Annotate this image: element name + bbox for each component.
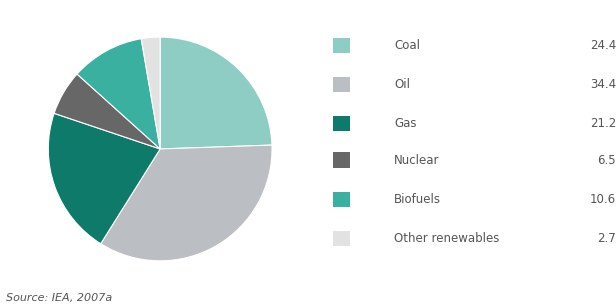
FancyBboxPatch shape [333, 116, 350, 131]
Text: Source: IEA, 2007a: Source: IEA, 2007a [6, 293, 112, 303]
Wedge shape [48, 113, 160, 244]
Text: 2.7: 2.7 [598, 232, 616, 245]
Wedge shape [141, 37, 160, 149]
Text: Other renewables: Other renewables [394, 232, 500, 245]
Text: Gas: Gas [394, 117, 417, 130]
Text: 24.4: 24.4 [590, 39, 616, 52]
Wedge shape [100, 145, 272, 261]
Text: Biofuels: Biofuels [394, 193, 441, 206]
FancyBboxPatch shape [333, 231, 350, 246]
Text: Nuclear: Nuclear [394, 154, 440, 167]
FancyBboxPatch shape [333, 38, 350, 53]
FancyBboxPatch shape [333, 153, 350, 168]
FancyBboxPatch shape [333, 192, 350, 207]
Text: Coal: Coal [394, 39, 420, 52]
Wedge shape [77, 39, 160, 149]
Text: 21.2: 21.2 [590, 117, 616, 130]
FancyBboxPatch shape [333, 77, 350, 92]
Wedge shape [54, 74, 160, 149]
Text: 6.5: 6.5 [598, 154, 616, 167]
Wedge shape [160, 37, 272, 149]
Text: 10.6: 10.6 [590, 193, 616, 206]
Text: Oil: Oil [394, 78, 410, 91]
Text: 34.4: 34.4 [590, 78, 616, 91]
